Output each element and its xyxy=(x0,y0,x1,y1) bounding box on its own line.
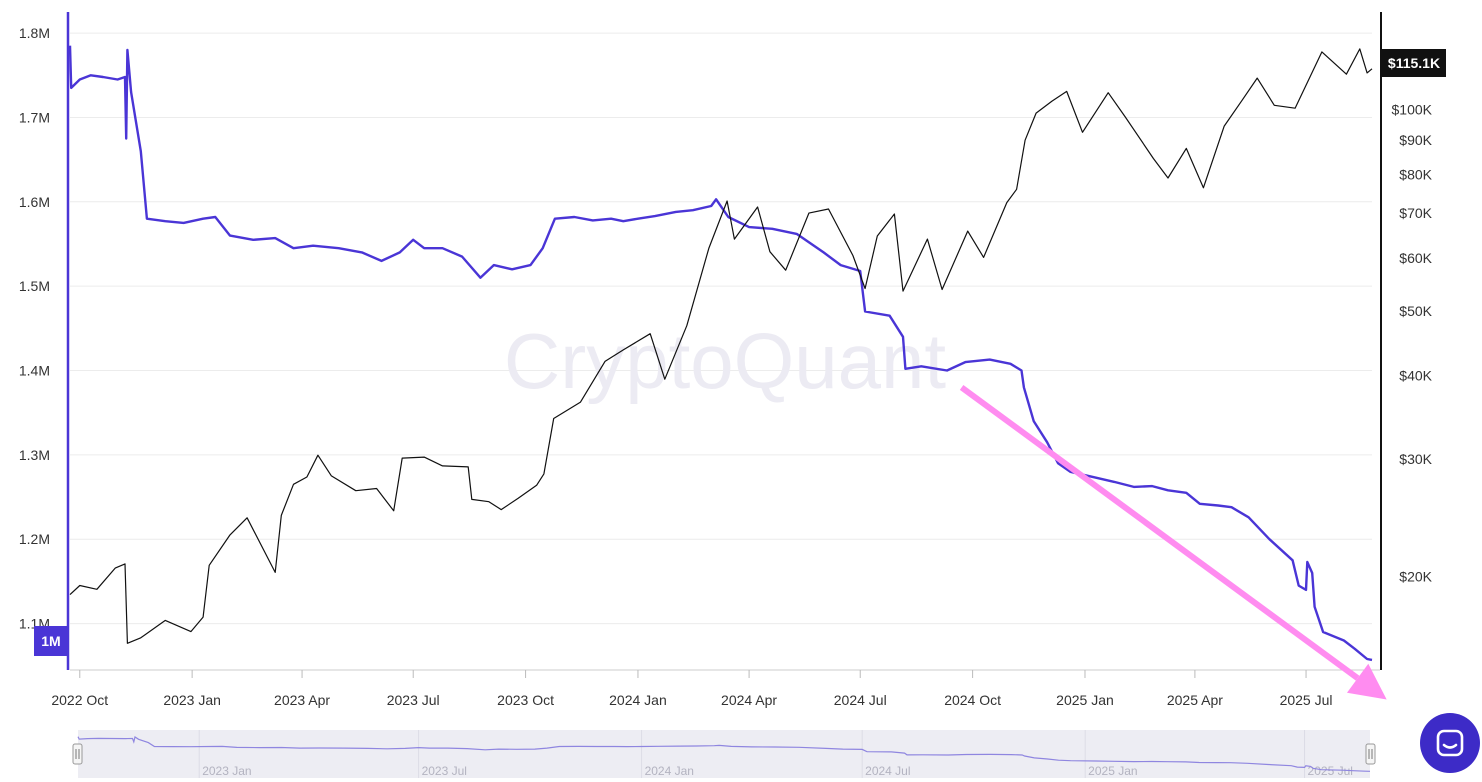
navigator-tick-label: 2025 Jan xyxy=(1088,764,1137,778)
navigator-tick-label: 2024 Jul xyxy=(865,764,910,778)
current-price-badge: $115.1K xyxy=(1382,49,1446,77)
x-tick-label: 2025 Jul xyxy=(1280,692,1333,708)
trend-arrow-shaft xyxy=(959,384,1360,681)
x-tick-label: 2023 Jul xyxy=(387,692,440,708)
right-tick-label: $20K xyxy=(1399,569,1432,585)
series-layer xyxy=(68,45,1373,662)
navigator-track[interactable] xyxy=(78,730,1370,778)
navigator-tick-label: 2024 Jan xyxy=(645,764,694,778)
right-tick-label: $70K xyxy=(1399,205,1432,221)
navigator[interactable]: 2023 Jan 2023 Jul 2024 Jan 2024 Jul 2025 Jan… xyxy=(72,730,1376,778)
right-tick-label: $100K xyxy=(1392,102,1433,118)
left-axis-ticks: 1.8M1.7M1.6M1.5M1.4M1.3M1.2M1.1M xyxy=(19,25,50,632)
right-tick-label: $90K xyxy=(1399,132,1432,148)
x-tick-label: 2024 Oct xyxy=(944,692,1001,708)
left-tick-label: 1.2M xyxy=(19,531,50,547)
x-tick-label: 2022 Oct xyxy=(51,692,108,708)
navigator-tick-label: 2023 Jul xyxy=(422,764,467,778)
right-tick-label: $30K xyxy=(1399,451,1432,467)
navigator-series-line xyxy=(77,736,1371,772)
x-tick-label: 2023 Oct xyxy=(497,692,554,708)
navigator-right-handle[interactable] xyxy=(1365,743,1376,765)
left-tick-label: 1.5M xyxy=(19,278,50,294)
x-tick-label: 2024 Jul xyxy=(834,692,887,708)
navigator-grid: 2023 Jan 2023 Jul 2024 Jan 2024 Jul 2025 Jan… xyxy=(198,730,1353,778)
left-tick-label: 1.7M xyxy=(19,109,50,125)
navigator-tick-label: 2025 Jul xyxy=(1308,764,1353,778)
chat-help-button[interactable] xyxy=(1420,713,1480,773)
right-tick-label: $50K xyxy=(1399,303,1432,319)
left-tick-label: 1.8M xyxy=(19,25,50,41)
series-line-price xyxy=(69,48,1373,644)
x-tick-label: 2024 Apr xyxy=(721,692,777,708)
x-tick-label: 2023 Apr xyxy=(274,692,330,708)
grid-lines xyxy=(70,32,1372,625)
navigator-left-handle[interactable] xyxy=(72,743,83,765)
x-axis-ticks: 2022 Oct 2023 Jan 2023 Apr 2023 Jul 2023 Oct… xyxy=(51,670,1333,708)
x-tick-label: 2024 Jan xyxy=(609,692,667,708)
left-tick-label: 1.6M xyxy=(19,194,50,210)
series-line-left-axis xyxy=(68,45,1373,662)
right-tick-label: $60K xyxy=(1399,250,1432,266)
right-tick-label: $40K xyxy=(1399,368,1432,384)
trend-arrow-head xyxy=(1346,663,1387,700)
watermark: CryptoQuant xyxy=(504,317,947,405)
x-tick-label: 2025 Apr xyxy=(1167,692,1223,708)
chat-icon xyxy=(1436,729,1464,757)
current-price-label: $115.1K xyxy=(1388,55,1440,71)
annotation-layer xyxy=(959,384,1387,700)
left-tick-label: 1.3M xyxy=(19,447,50,463)
left-tick-label: 1.4M xyxy=(19,363,50,379)
right-tick-label: $80K xyxy=(1399,166,1432,182)
left-min-badge-label: 1M xyxy=(41,633,60,649)
x-tick-label: 2025 Jan xyxy=(1056,692,1114,708)
left-min-badge: 1M xyxy=(34,626,68,656)
navigator-tick-label: 2023 Jan xyxy=(202,764,251,778)
right-axis-ticks: $100K $90K $80K $70K $60K $50K $40K $30K $20K xyxy=(1392,102,1433,585)
x-tick-label: 2023 Jan xyxy=(163,692,221,708)
